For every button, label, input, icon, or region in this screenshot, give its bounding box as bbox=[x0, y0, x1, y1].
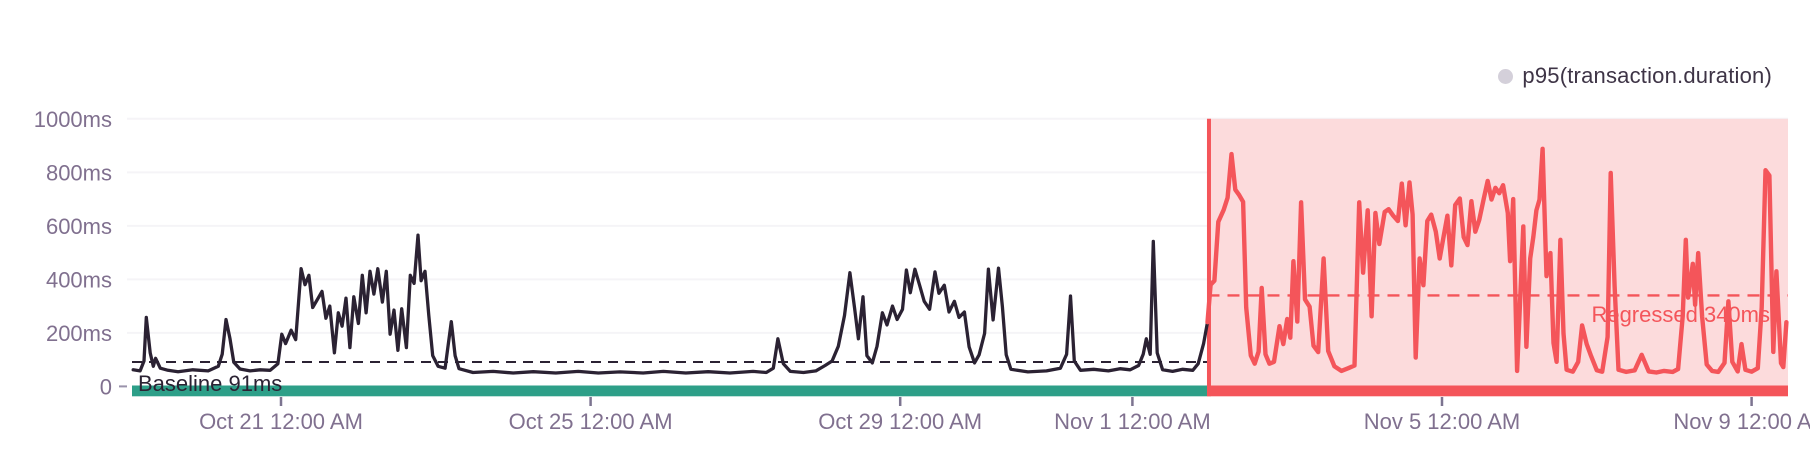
series-line-baseline-segment bbox=[131, 233, 1210, 375]
x-axis-label: Nov 9 12:00 AM bbox=[1673, 409, 1810, 434]
x-axis-label: Oct 25 12:00 AM bbox=[509, 409, 673, 434]
chart-legend[interactable]: p95(transaction.duration) bbox=[1498, 63, 1772, 89]
x-axis-label: Nov 5 12:00 AM bbox=[1364, 409, 1521, 434]
regression-period-bar bbox=[1207, 385, 1788, 397]
y-axis-label: 1000ms bbox=[34, 107, 112, 132]
y-axis-label: 400ms bbox=[46, 267, 112, 292]
baseline-period-bar bbox=[132, 385, 1208, 397]
regression-region bbox=[1207, 118, 1788, 386]
y-axis-label: 800ms bbox=[46, 160, 112, 185]
baseline-threshold-label: Baseline 91ms bbox=[138, 371, 282, 396]
x-axis-label: Oct 21 12:00 AM bbox=[199, 409, 363, 434]
y-axis-label: 600ms bbox=[46, 214, 112, 239]
series-line-regressed-segment bbox=[1205, 146, 1789, 375]
y-axis-label: 200ms bbox=[46, 321, 112, 346]
regression-threshold-label: Regressed 340ms bbox=[1591, 302, 1770, 327]
y-axis-label: 0 bbox=[100, 374, 112, 399]
x-axis-label: Oct 29 12:00 AM bbox=[818, 409, 982, 434]
x-axis-label: Nov 1 12:00 AM bbox=[1054, 409, 1211, 434]
legend-series-dot-icon bbox=[1498, 68, 1514, 84]
legend-series-label: p95(transaction.duration) bbox=[1522, 63, 1772, 88]
